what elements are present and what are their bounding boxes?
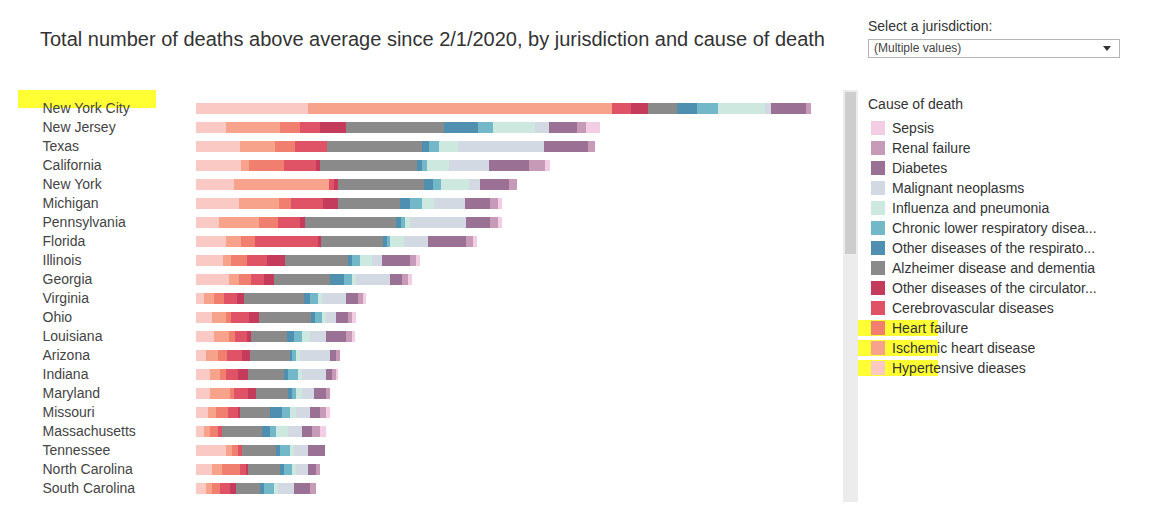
html-text:Cerebrovascular diseases: Cerebrovascular diseases [892, 300, 1054, 316]
html-text:Diabetes: Diabetes [892, 160, 948, 176]
svg-text:Louisiana: Louisiana [43, 328, 103, 344]
html-text:Sepsis: Sepsis [892, 120, 934, 136]
html-text:Cause of death: Cause of death [868, 96, 963, 112]
svg-text:Georgia: Georgia [43, 271, 93, 287]
html-text:Heart failure: Heart failure [892, 320, 969, 336]
svg-text:Illinois: Illinois [43, 252, 82, 268]
html-text:Select a jurisdiction:: Select a jurisdiction: [868, 18, 993, 34]
html-text:Chronic lower respiratory dise: Chronic lower respiratory disea... [892, 220, 1097, 236]
html-text:(Multiple values): (Multiple values) [874, 41, 962, 55]
svg-text:Pennsylvania: Pennsylvania [43, 214, 126, 230]
html-text:Malignant neoplasms: Malignant neoplasms [892, 180, 1025, 196]
svg-text:New York City: New York City [43, 100, 130, 116]
svg-text:New York: New York [43, 176, 103, 192]
html-text:Alzheimer disease and dementia: Alzheimer disease and dementia [892, 260, 1096, 276]
svg-text:Virginia: Virginia [43, 290, 90, 306]
svg-text:Tennessee: Tennessee [43, 442, 111, 458]
svg-text:South Carolina: South Carolina [43, 480, 136, 496]
svg-text:New Jersey: New Jersey [43, 119, 116, 135]
svg-text:Indiana: Indiana [43, 366, 89, 382]
svg-text:North Carolina: North Carolina [43, 461, 133, 477]
svg-text:Massachusetts: Massachusetts [43, 423, 136, 439]
html-text:Influenza and pneumonia: Influenza and pneumonia [892, 200, 1050, 216]
html-text:Other diseases of the circulat: Other diseases of the circulator... [892, 280, 1097, 296]
svg-text:Texas: Texas [43, 138, 80, 154]
html-text:Hypertensive dieases: Hypertensive dieases [892, 360, 1026, 376]
html-text:Ischemic heart disease: Ischemic heart disease [892, 340, 1036, 356]
html-text:Renal failure: Renal failure [892, 140, 971, 156]
svg-text:Michigan: Michigan [43, 195, 99, 211]
svg-text:Ohio: Ohio [43, 309, 73, 325]
html-text:Other diseases of the respirat: Other diseases of the respirato... [892, 240, 1096, 256]
html-text:Total number of deaths above a: Total number of deaths above average sin… [40, 28, 825, 50]
svg-text:Arizona: Arizona [43, 347, 91, 363]
svg-text:Florida: Florida [43, 233, 86, 249]
svg-text:Maryland: Maryland [43, 385, 101, 401]
svg-text:Missouri: Missouri [43, 404, 95, 420]
svg-text:California: California [43, 157, 102, 173]
